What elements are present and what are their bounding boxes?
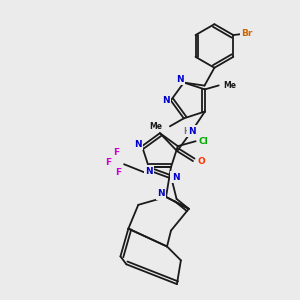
Text: N: N: [162, 96, 170, 105]
Text: F: F: [115, 168, 121, 177]
Text: Me: Me: [149, 122, 162, 131]
Text: F: F: [105, 158, 111, 167]
Text: N: N: [145, 167, 153, 176]
Text: Me: Me: [224, 81, 237, 90]
Text: Br: Br: [242, 28, 253, 38]
Text: Cl: Cl: [199, 137, 208, 146]
Text: N: N: [176, 75, 184, 84]
Text: N: N: [134, 140, 142, 149]
Text: N: N: [157, 190, 165, 199]
Text: H: H: [183, 127, 189, 136]
Text: F: F: [113, 148, 119, 157]
Text: N: N: [172, 172, 179, 182]
Text: O: O: [197, 157, 205, 166]
Text: N: N: [188, 127, 196, 136]
